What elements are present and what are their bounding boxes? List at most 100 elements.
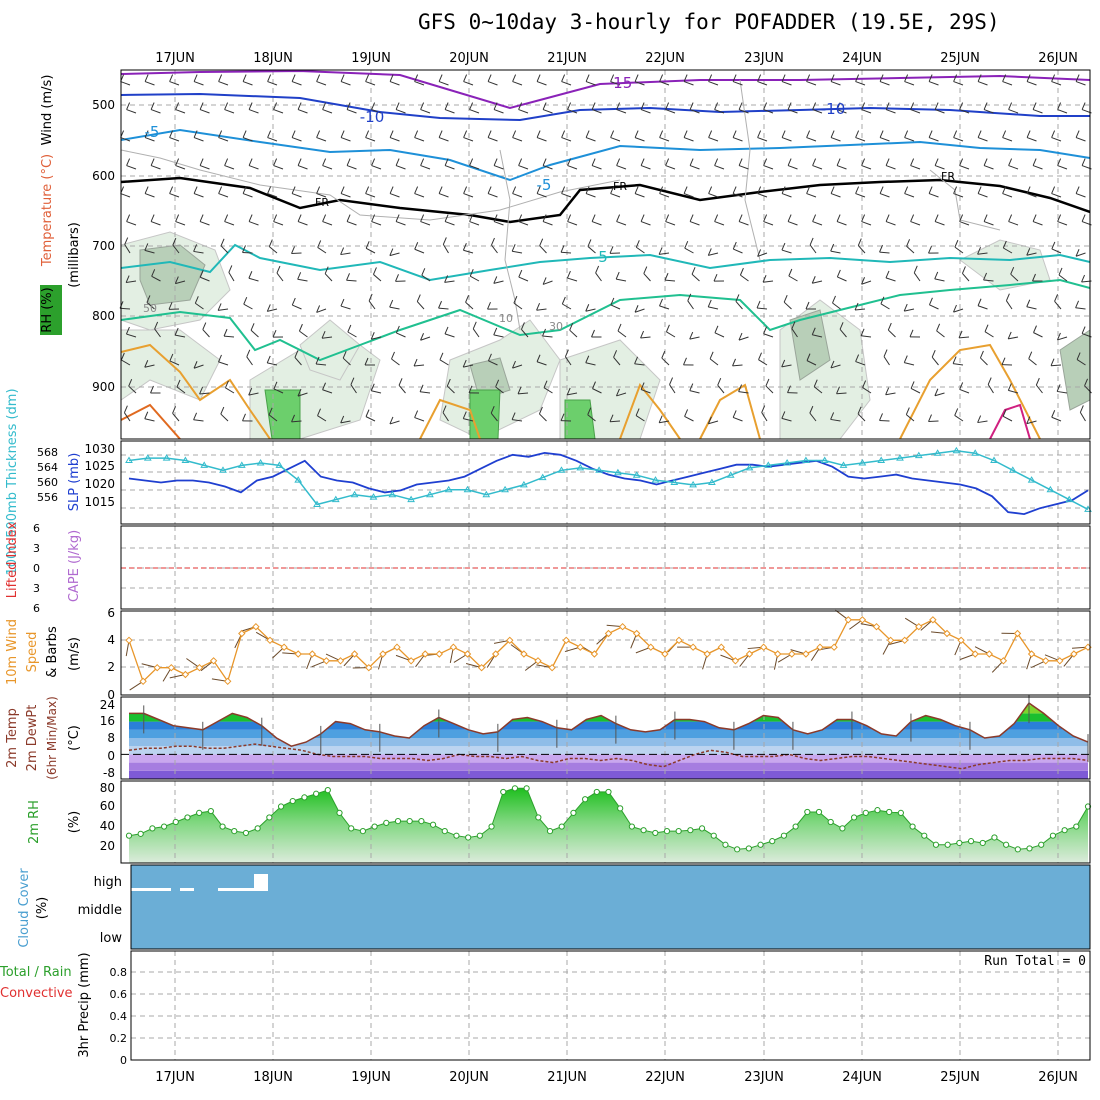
barb-flag: [689, 214, 694, 222]
barb-shaft: [763, 109, 774, 114]
upper-wind-barb: [762, 275, 774, 283]
barb-flag: [346, 102, 351, 110]
barb-flag: [928, 297, 933, 305]
barb-shaft: [346, 165, 357, 170]
rh-shading: [120, 329, 221, 401]
barb-flag: [860, 328, 865, 336]
rh-contour-label: 50: [143, 302, 157, 315]
rh-marker: [921, 832, 928, 839]
temp-contour-label: -5: [537, 176, 552, 194]
upper-wind-barb: [658, 247, 670, 255]
wind-speed-marker: [1041, 657, 1050, 665]
upper-wind-barb: [518, 158, 529, 170]
barb-shaft: [444, 109, 455, 114]
barb-shaft: [129, 680, 144, 691]
barb-shaft: [609, 420, 621, 423]
barb-shaft: [991, 660, 1004, 673]
barb-shaft: [837, 276, 847, 282]
thickness-marker: [877, 456, 886, 463]
barb-shaft: [738, 391, 749, 394]
barb-shaft: [322, 221, 333, 226]
surface-wind-barb: [129, 680, 144, 691]
upper-wind-barb: [788, 268, 798, 282]
upper-wind-barb: [591, 158, 602, 170]
upper-wind-barb: [421, 268, 431, 282]
barb-flag: [659, 130, 664, 138]
upper-wind-barb: [493, 214, 504, 226]
barb-shaft: [591, 165, 602, 170]
wind-speed-marker: [900, 636, 909, 645]
barb-shaft: [120, 137, 131, 142]
barb-shaft: [414, 81, 425, 86]
barb-shaft: [1026, 252, 1037, 256]
barb-flag: [616, 158, 621, 166]
upper-wind-barb: [738, 214, 749, 226]
barb-shaft: [832, 302, 841, 310]
barb-flag: [224, 158, 229, 166]
upper-wind-barb: [910, 158, 921, 170]
upper-wind-barb: [561, 74, 572, 86]
upper-wind-barb: [469, 268, 480, 282]
barb-flag: [414, 410, 419, 418]
barb-flag: [689, 331, 694, 340]
wind-speed-marker: [943, 629, 951, 638]
wind-speed-marker: [788, 650, 796, 658]
wind-speed-marker: [520, 650, 528, 658]
barb-shaft: [175, 334, 186, 338]
surface-wind-barb: [1063, 653, 1075, 667]
barb-flag: [983, 102, 988, 110]
barb-shaft: [708, 193, 719, 198]
barb-flag: [905, 407, 910, 415]
barb-flag: [788, 268, 793, 277]
barb-flag: [462, 359, 467, 368]
upper-wind-barb: [246, 349, 253, 366]
barb-flag: [665, 102, 670, 110]
barb-shaft: [193, 137, 204, 142]
barb-flag: [542, 277, 547, 285]
thickness-marker: [444, 485, 453, 493]
barb-shaft: [738, 336, 749, 341]
upper-wind-barb: [389, 248, 400, 257]
barb-shaft: [322, 165, 333, 170]
barb-shaft: [1033, 332, 1043, 338]
rh-marker: [1026, 845, 1033, 852]
barb-shaft: [634, 81, 645, 86]
wind-speed-marker: [773, 650, 782, 658]
date-label-bottom: 17JUN: [155, 1070, 195, 1085]
wind-speed-marker: [759, 643, 768, 651]
barb-flag: [585, 74, 590, 82]
barb-flag: [953, 130, 958, 138]
barb-flag: [419, 384, 424, 392]
barb-shaft: [269, 246, 278, 254]
rh-marker: [944, 841, 951, 848]
precip-tick-label: 0.4: [110, 1010, 128, 1023]
barb-flag: [446, 378, 451, 387]
barb-flag: [903, 303, 908, 312]
upper-wind-barb: [469, 102, 480, 114]
barb-shaft: [144, 81, 155, 86]
upper-wind-barb: [297, 272, 308, 282]
upper-wind-barb: [438, 130, 449, 142]
rh-marker: [745, 845, 752, 852]
axis-label-slp: SLP (mb): [67, 453, 82, 512]
barb-flag: [561, 130, 566, 138]
upper-wind-barb: [414, 130, 425, 142]
barb-shaft: [316, 137, 327, 142]
upper-wind-barb: [420, 158, 431, 170]
barb-flag: [1081, 158, 1086, 166]
upper-wind-barb: [463, 130, 474, 142]
barb-flag: [615, 388, 620, 397]
barb-shaft: [150, 221, 161, 226]
thickness-tick-label: 564: [37, 461, 58, 474]
upper-wind-barb: [174, 327, 186, 338]
barb-shaft: [242, 251, 253, 254]
panel-frame: [120, 440, 1091, 525]
wind-speed-marker: [266, 636, 274, 645]
upper-wind-barb: [659, 186, 670, 198]
barb-flag: [787, 102, 792, 110]
wind-speed-marker: [816, 643, 824, 651]
barb-shaft: [953, 137, 964, 142]
upper-wind-barb: [684, 409, 694, 422]
barb-shaft: [735, 301, 743, 310]
upper-wind-barb: [487, 353, 498, 366]
